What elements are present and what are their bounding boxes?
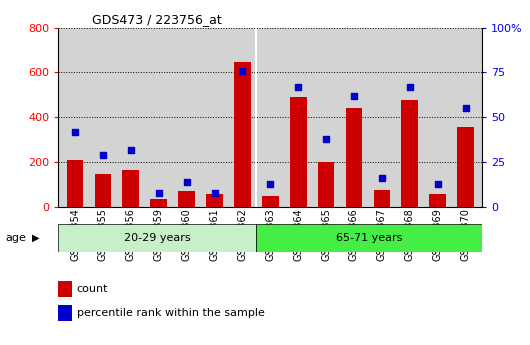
Bar xyxy=(94,175,111,207)
Point xyxy=(182,179,191,185)
Text: ▶: ▶ xyxy=(32,233,39,243)
Point xyxy=(294,84,303,90)
Bar xyxy=(178,191,195,207)
Bar xyxy=(290,97,306,207)
Bar xyxy=(262,196,279,207)
Bar xyxy=(317,162,334,207)
Point xyxy=(127,147,135,152)
Text: GDS473 / 223756_at: GDS473 / 223756_at xyxy=(92,13,222,27)
Text: 20-29 years: 20-29 years xyxy=(124,233,191,243)
Point xyxy=(238,68,246,73)
Point xyxy=(71,129,80,135)
Text: count: count xyxy=(77,284,108,294)
Point xyxy=(266,181,275,186)
Bar xyxy=(58,224,256,252)
Text: age: age xyxy=(5,233,26,243)
Bar xyxy=(151,199,167,207)
Point xyxy=(322,136,330,141)
Bar xyxy=(67,160,83,207)
Bar xyxy=(122,170,139,207)
Point xyxy=(210,190,219,195)
Bar xyxy=(234,62,251,207)
Point xyxy=(434,181,442,186)
Point xyxy=(378,176,386,181)
Bar xyxy=(429,194,446,207)
Bar xyxy=(457,127,474,207)
Point xyxy=(461,106,470,111)
Bar xyxy=(401,100,418,207)
Point xyxy=(154,190,163,195)
Text: percentile rank within the sample: percentile rank within the sample xyxy=(77,308,264,318)
Bar xyxy=(206,194,223,207)
Text: 65-71 years: 65-71 years xyxy=(336,233,402,243)
Point xyxy=(405,84,414,90)
Bar xyxy=(374,190,390,207)
Bar xyxy=(346,108,363,207)
Point xyxy=(350,93,358,99)
Point xyxy=(99,152,107,158)
Bar xyxy=(256,224,482,252)
